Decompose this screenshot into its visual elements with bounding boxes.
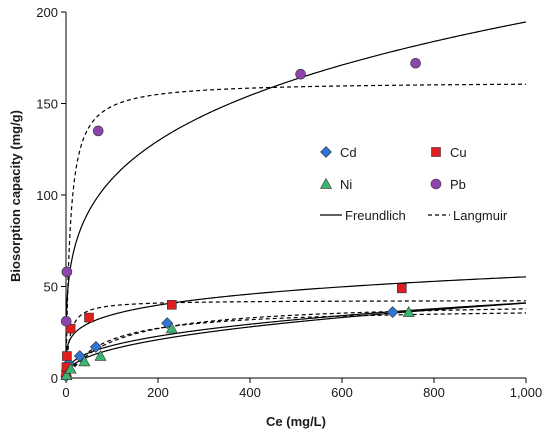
legend-label-ni: Ni [340,177,352,192]
point-cu-6 [396,283,407,294]
y-tick-label: 100 [36,188,58,203]
point-pb-4 [410,57,421,69]
langmuir-curve-ni [65,308,527,379]
point-pb-1 [61,266,73,278]
data-points [60,57,421,383]
x-tick-label: 1,000 [510,385,543,400]
x-tick-label: 800 [423,385,445,400]
y-axis-label: Biosorption capacity (mg/g) [8,110,23,282]
point-cu-5 [167,299,177,310]
x-tick-label: 0 [62,385,69,400]
y-tick-label: 200 [36,5,58,20]
legend-label-cu: Cu [450,145,467,160]
point-pb-0 [60,315,72,327]
point-ni-0 [60,369,73,380]
point-pb-2 [92,125,104,137]
point-ni-3 [94,349,107,361]
point-cd-6 [386,306,399,319]
x-tick-label: 600 [331,385,353,400]
x-axis-label: Ce (mg/L) [266,414,326,429]
tick-labels: 0 50 100 150 200 0 200 400 600 800 1,000 [36,5,542,400]
freundlich-curve-pb [65,21,527,378]
legend-marker-cd [320,146,332,158]
y-tick-label: 50 [44,280,58,295]
y-tick-label: 150 [36,97,58,112]
langmuir-curve-pb [65,83,527,378]
y-tick-label: 0 [51,371,58,386]
x-tick-label: 400 [239,385,261,400]
legend-marker-ni [319,177,333,189]
x-tick-label: 200 [147,385,169,400]
legend-label-freundlich: Freundlich [345,208,406,223]
point-ni-4 [165,322,178,334]
legend-marker-pb [430,178,442,190]
point-ni-2 [78,355,91,367]
point-cu-2 [62,351,72,361]
legend-label-pb: Pb [450,177,466,192]
point-cu-4 [84,312,94,323]
legend: Cd Cu Ni Pb Freundlich Langmuir [319,145,508,223]
point-cd-4 [89,340,102,353]
point-ni-1 [64,362,77,374]
legend-marker-cu [431,147,441,157]
freundlich-curve-cu [65,276,527,378]
legend-label-langmuir: Langmuir [453,208,508,223]
langmuir-curve-cd [65,312,527,379]
point-pb-3 [295,68,306,80]
point-ni-5 [402,306,415,317]
langmuir-curve-cu [65,300,526,378]
axes [61,11,527,383]
legend-label-cd: Cd [340,145,357,160]
freundlich-curve-ni [65,302,527,378]
